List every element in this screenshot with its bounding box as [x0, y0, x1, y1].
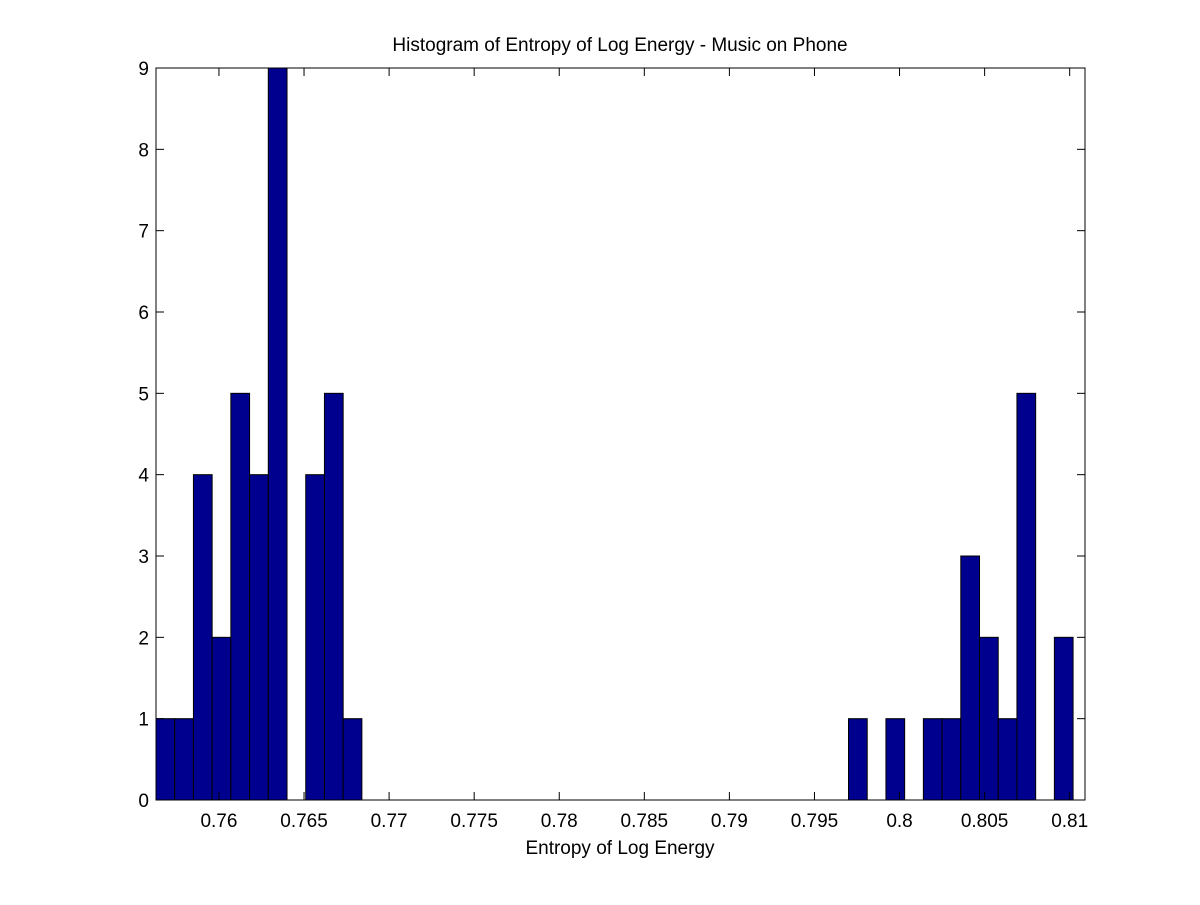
histogram-bar — [230, 392, 251, 801]
x-tick-label: 0.805 — [961, 811, 1009, 832]
histogram-bar — [997, 718, 1018, 801]
x-tick-label: 0.81 — [1051, 811, 1088, 832]
histogram-bar — [1016, 392, 1037, 801]
y-tick-label: 1 — [138, 710, 149, 731]
y-tick-label: 7 — [138, 222, 149, 243]
histogram-bar — [267, 67, 288, 801]
histogram-bar — [979, 636, 999, 801]
chart-title: Histogram of Entropy of Log Energy - Mus… — [392, 35, 847, 56]
x-tick-label: 0.78 — [541, 811, 578, 832]
x-tick-label: 0.765 — [280, 811, 328, 832]
y-tick-label: 8 — [138, 140, 149, 161]
x-axis-ticks: 0.76 0.765 0.77 0.775 0.78 0.785 0.79 0.795 0.8 0… — [200, 68, 1088, 832]
axes-box — [155, 67, 1086, 801]
histogram-bar — [885, 718, 906, 801]
bars-group — [155, 67, 1074, 801]
x-tick-label: 0.76 — [200, 811, 237, 832]
x-tick-label: 0.775 — [450, 811, 498, 832]
y-tick-label: 4 — [138, 466, 149, 487]
histogram-bar — [1053, 636, 1074, 801]
histogram-bar — [192, 474, 213, 801]
histogram-bar — [305, 474, 325, 801]
histogram-bar — [174, 718, 194, 801]
histogram-bar — [249, 474, 269, 801]
histogram-bar — [922, 718, 943, 801]
x-tick-label: 0.77 — [371, 811, 408, 832]
x-tick-label: 0.785 — [621, 811, 669, 832]
plot-area: 0.76 0.765 0.77 0.775 0.78 0.785 0.79 0.795 0.8 0… — [138, 59, 1088, 832]
histogram-bar — [960, 555, 981, 801]
histogram-bar — [211, 636, 232, 801]
y-tick-label: 6 — [138, 303, 149, 324]
y-tick-label: 3 — [138, 547, 149, 568]
y-tick-label: 5 — [138, 384, 149, 405]
histogram-bar — [323, 392, 344, 801]
y-tick-label: 9 — [138, 59, 149, 80]
histogram-bar — [342, 718, 363, 801]
x-tick-label: 0.795 — [791, 811, 839, 832]
axes-frame — [155, 67, 1086, 801]
histogram-bar — [848, 718, 868, 801]
histogram-bar — [155, 718, 176, 801]
y-tick-label: 0 — [138, 791, 149, 812]
x-axis-label: Entropy of Log Energy — [525, 838, 715, 859]
x-tick-label: 0.8 — [886, 811, 912, 832]
x-tick-label: 0.79 — [711, 811, 748, 832]
histogram-bar — [941, 718, 962, 801]
y-tick-label: 2 — [138, 628, 149, 649]
